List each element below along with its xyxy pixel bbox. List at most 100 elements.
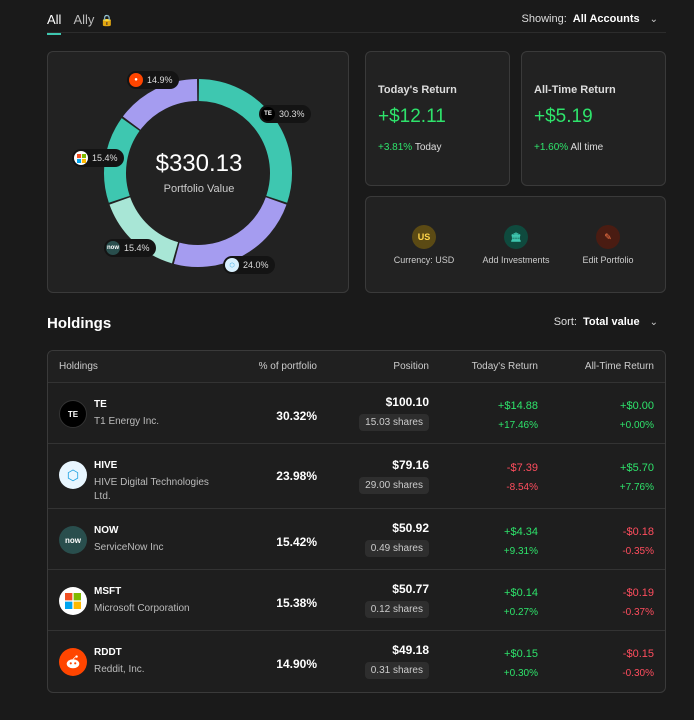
todays-return-pct: +0.30% xyxy=(503,668,538,679)
alltime-return: -$0.18 -0.35% xyxy=(622,523,654,561)
allocation-pill-msft: 15.4% xyxy=(72,149,124,167)
allocation-pill-hive-label: 24.0% xyxy=(243,260,269,270)
reddit-icon: ● xyxy=(129,73,143,87)
pct-of-portfolio: 15.42% xyxy=(276,535,317,549)
pct-of-portfolio: 30.32% xyxy=(276,409,317,423)
todays-return-label: Today xyxy=(414,142,442,153)
donut-segment-now[interactable] xyxy=(109,196,179,264)
alltime-return: +$5.70 +7.76% xyxy=(620,459,654,497)
todays-return-pct: +9.31% xyxy=(503,546,538,557)
donut-segment-rddt[interactable] xyxy=(122,79,198,131)
holdings-title: Holdings xyxy=(47,315,112,332)
table-row[interactable]: MSFT Microsoft Corporation 15.38% $50.77… xyxy=(48,570,665,631)
shares-badge: 0.12 shares xyxy=(364,601,429,618)
allocation-pill-now: now 15.4% xyxy=(104,239,156,257)
allocation-pill-rddt-label: 14.9% xyxy=(147,75,173,85)
todays-return-card: Today's Return +$12.11 +3.81% Today xyxy=(365,51,510,186)
reddit-icon xyxy=(59,648,87,676)
todays-return-pct: +17.46% xyxy=(498,420,538,431)
todays-return-value: -$7.39 xyxy=(506,462,538,474)
hive-icon: ⬡ xyxy=(225,258,239,272)
chevron-down-icon: ⌄ xyxy=(649,13,658,25)
todays-return-value: +$0.14 xyxy=(504,587,538,599)
donut-segment-hive[interactable] xyxy=(173,196,287,267)
sort-selector[interactable]: Sort: Total value ⌄ xyxy=(554,316,658,328)
alltime-return-value: +$0.00 xyxy=(620,400,654,412)
col-position[interactable]: Position xyxy=(393,361,429,372)
holdings-table: Holdings % of portfolio Position Today's… xyxy=(47,350,666,693)
table-row[interactable]: ⬡ HIVE HIVE Digital Technologies Ltd. 23… xyxy=(48,444,665,509)
alltime-return-value: -$0.15 xyxy=(622,648,654,660)
ticker: RDDT xyxy=(94,647,122,658)
position: $50.77 0.12 shares xyxy=(364,582,429,618)
alltime-return-pct: +0.00% xyxy=(619,420,654,431)
alltime-return: -$0.19 -0.37% xyxy=(622,584,654,622)
table-row[interactable]: RDDT Reddit, Inc. 14.90% $49.18 0.31 sha… xyxy=(48,631,665,692)
ticker: TE xyxy=(94,399,107,410)
allocation-pill-now-label: 15.4% xyxy=(124,243,150,253)
col-holdings[interactable]: Holdings xyxy=(59,361,98,372)
ticker: NOW xyxy=(94,525,119,536)
tab-divider xyxy=(47,32,666,33)
edit-portfolio-button[interactable]: ✎ Edit Portfolio xyxy=(563,225,653,265)
table-row[interactable]: now NOW ServiceNow Inc 15.42% $50.92 0.4… xyxy=(48,509,665,570)
todays-return-pct: +0.27% xyxy=(503,607,538,618)
alltime-return-value: +$5.19 xyxy=(534,106,593,127)
todays-return-pct-line: +3.81% Today xyxy=(378,142,497,153)
portfolio-actions-card: US Currency: USD 🏛 Add Investments ✎ Edi… xyxy=(365,196,666,293)
allocation-pill-rddt: ● 14.9% xyxy=(127,71,179,89)
pencil-icon: ✎ xyxy=(596,225,620,249)
te-logo-icon: TE xyxy=(261,107,275,121)
currency-button[interactable]: US Currency: USD xyxy=(379,225,469,265)
te-logo-icon: TE xyxy=(59,400,87,428)
account-selector[interactable]: Showing: All Accounts ⌄ xyxy=(522,13,658,25)
alltime-return-value: -$0.19 xyxy=(622,587,654,599)
position-value: $79.16 xyxy=(392,458,429,472)
position-value: $50.77 xyxy=(392,582,429,596)
todays-return-pct: +3.81% xyxy=(378,142,413,153)
col-pct-portfolio[interactable]: % of portfolio xyxy=(258,361,317,372)
col-alltime-return[interactable]: All-Time Return xyxy=(584,361,654,372)
allocation-pill-hive: ⬡ 24.0% xyxy=(223,256,275,274)
showing-value: All Accounts xyxy=(572,13,640,25)
shares-badge: 29.00 shares xyxy=(359,477,429,494)
company-name: HIVE Digital Technologies Ltd. xyxy=(94,477,209,502)
position: $49.18 0.31 shares xyxy=(364,643,429,679)
position-value: $49.18 xyxy=(392,643,429,657)
shares-badge: 15.03 shares xyxy=(359,414,429,431)
alltime-return-pct: -0.37% xyxy=(622,607,654,618)
company-name: Reddit, Inc. xyxy=(94,664,145,675)
donut-segment-te[interactable] xyxy=(198,79,292,203)
todays-return-value: +$0.15 xyxy=(504,648,538,660)
add-investments-button[interactable]: 🏛 Add Investments xyxy=(471,225,561,265)
pct-of-portfolio: 14.90% xyxy=(276,657,317,671)
servicenow-icon: now xyxy=(106,241,120,255)
tab-ally[interactable]: Ally 🔒 xyxy=(73,12,113,35)
allocation-pill-te-label: 30.3% xyxy=(279,109,305,119)
todays-return-value: +$4.34 xyxy=(504,526,538,538)
alltime-return-pct-line: +1.60% All time xyxy=(534,142,653,153)
position: $100.10 15.03 shares xyxy=(359,395,429,431)
position-value: $50.92 xyxy=(392,521,429,535)
tab-all[interactable]: All xyxy=(47,12,62,35)
alltime-return-card: All-Time Return +$5.19 +1.60% All time xyxy=(521,51,666,186)
allocation-pill-msft-label: 15.4% xyxy=(92,153,118,163)
alltime-return-value: +$5.70 xyxy=(620,462,654,474)
currency-label: Currency: USD xyxy=(393,255,455,265)
ticker: HIVE xyxy=(94,460,118,471)
todays-return-title: Today's Return xyxy=(378,84,457,96)
alltime-return: -$0.15 -0.30% xyxy=(622,645,654,683)
showing-label: Showing: xyxy=(521,13,567,25)
alltime-return: +$0.00 +0.00% xyxy=(620,397,654,435)
lock-icon: 🔒 xyxy=(100,15,114,27)
col-todays-return[interactable]: Today's Return xyxy=(471,361,538,372)
ticker: MSFT xyxy=(94,586,122,597)
todays-return: +$4.34 +9.31% xyxy=(504,523,538,561)
allocation-pill-te: TE 30.3% xyxy=(259,105,311,123)
todays-return-value: +$12.11 xyxy=(378,106,446,127)
table-row[interactable]: TE TE T1 Energy Inc. 30.32% $100.10 15.0… xyxy=(48,383,665,444)
company-name: T1 Energy Inc. xyxy=(94,416,160,427)
hive-icon: ⬡ xyxy=(59,461,87,489)
alltime-return-pct: -0.35% xyxy=(622,546,654,557)
company-name: ServiceNow Inc xyxy=(94,542,164,553)
